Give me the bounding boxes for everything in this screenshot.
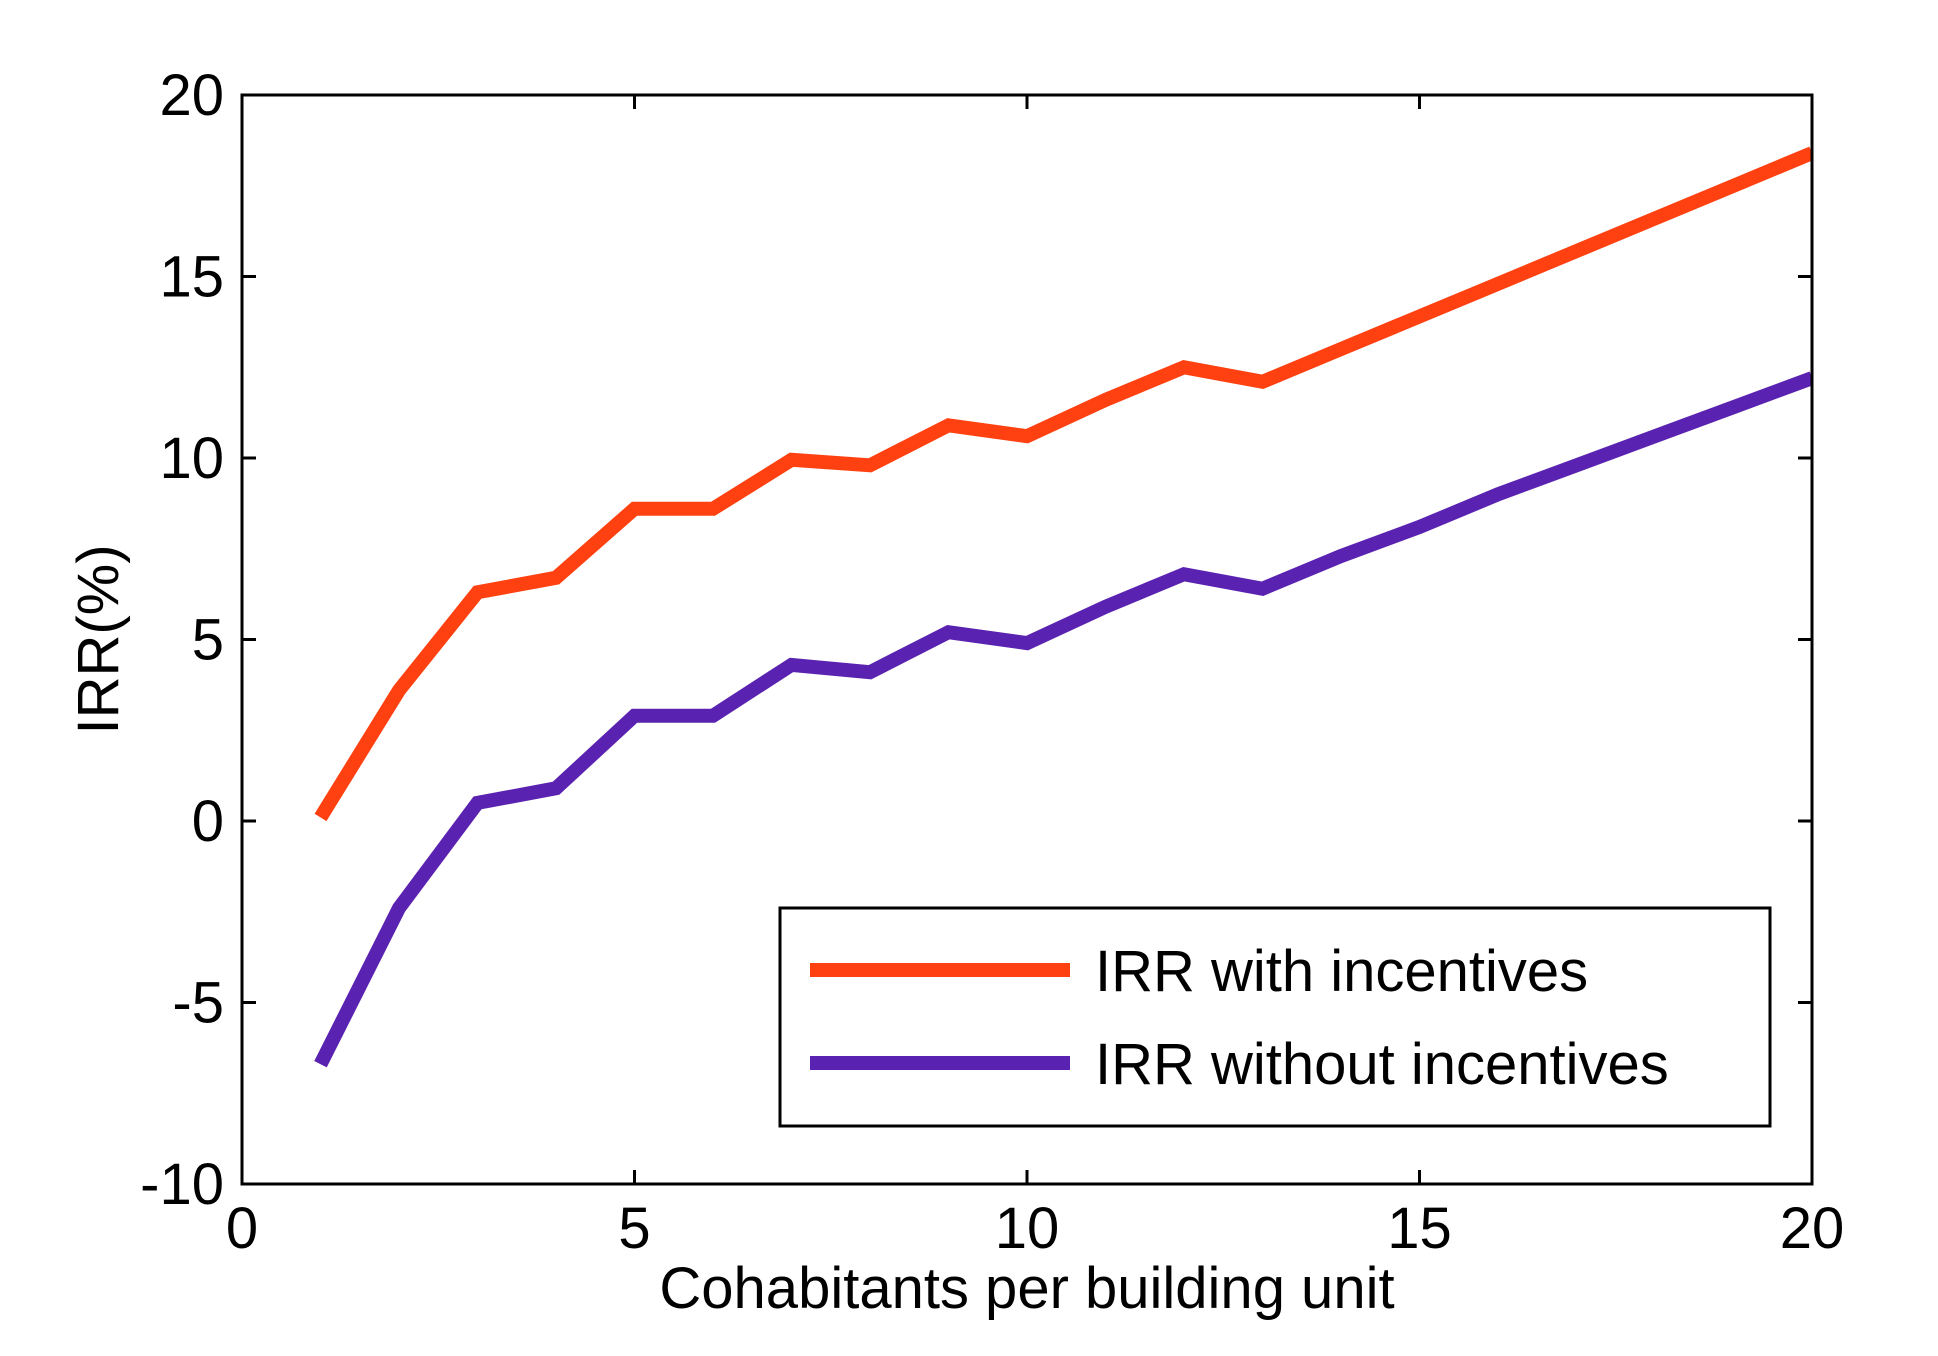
series-line-with-incentives xyxy=(314,146,1812,822)
y-tick-label: -5 xyxy=(172,971,224,1036)
y-tick-label: 10 xyxy=(159,426,224,491)
x-tick-label: 20 xyxy=(1780,1196,1845,1261)
y-tick-label: 0 xyxy=(192,789,224,854)
legend-label-without-incentives: IRR without incentives xyxy=(1095,1032,1669,1097)
x-tick-label: 0 xyxy=(226,1196,258,1261)
y-tick-label: 20 xyxy=(159,63,224,128)
series-group xyxy=(314,146,1812,1068)
x-tick-label: 10 xyxy=(995,1196,1060,1261)
legend-box xyxy=(778,906,1772,1128)
y-tick-label: 15 xyxy=(159,245,224,310)
y-tick-label: 5 xyxy=(192,608,224,673)
x-axis-label: Cohabitants per building unit xyxy=(659,1256,1394,1321)
y-tick-label: -10 xyxy=(140,1152,224,1217)
legend: IRR with incentives IRR without incentiv… xyxy=(778,906,1772,1128)
tick-group xyxy=(240,93,1814,1186)
tick-label-group: 0 5 10 15 20 -10 -5 0 5 10 15 20 xyxy=(140,63,1844,1261)
x-tick-label: 15 xyxy=(1387,1196,1452,1261)
y-axis-label: IRR(%) xyxy=(66,544,131,734)
legend-label-with-incentives: IRR with incentives xyxy=(1095,939,1588,1004)
x-tick-label: 5 xyxy=(618,1196,650,1261)
series-line-without-incentives xyxy=(314,371,1812,1068)
